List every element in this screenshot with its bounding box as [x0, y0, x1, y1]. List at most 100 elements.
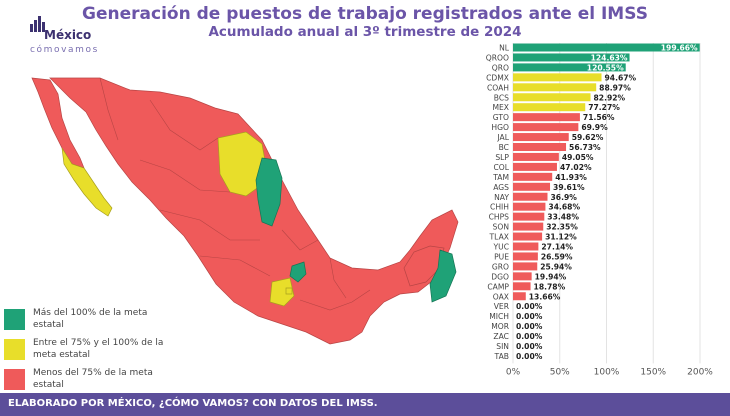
footer-source: ELABORADO POR MÉXICO, ¿CÓMO VAMOS? CON D…	[8, 398, 378, 409]
category-label: BCS	[494, 93, 509, 102]
bar	[513, 152, 559, 161]
bar	[513, 113, 580, 122]
legend-swatch	[4, 339, 25, 360]
data-label: 71.56%	[583, 113, 615, 122]
bar	[513, 182, 551, 191]
bar	[513, 292, 526, 301]
data-label: 0.00%	[516, 322, 543, 331]
bar	[513, 252, 538, 261]
logo-tagline: cómovamos	[30, 45, 99, 55]
map-region-estado-de-mexico	[269, 277, 295, 307]
data-label: 0.00%	[516, 312, 543, 321]
bar	[513, 272, 532, 281]
data-label: 199.66%	[661, 44, 698, 53]
data-label: 49.05%	[562, 153, 594, 162]
bar	[513, 242, 539, 251]
map-region-quintana-roo	[429, 249, 457, 303]
data-label: 47.02%	[560, 163, 592, 172]
bar	[513, 53, 630, 62]
data-label: 27.14%	[541, 243, 573, 252]
bar	[513, 232, 543, 241]
category-label: SON	[493, 223, 509, 232]
bar	[513, 123, 579, 132]
legend-swatch	[4, 309, 25, 330]
x-tick-label: 150%	[640, 367, 666, 377]
category-label: MOR	[491, 322, 510, 331]
legend-item: Más del 100% de la meta estatal	[4, 307, 174, 333]
category-label: CDMX	[486, 73, 509, 82]
category-label: TAB	[494, 352, 509, 361]
chart-subtitle: Acumulado anual al 3º trimestre de 2024	[208, 24, 522, 40]
map-region-baja-california-sur	[61, 147, 113, 217]
category-label: YUC	[493, 243, 510, 252]
legend-item: Menos del 75% de la meta estatal	[4, 367, 174, 393]
data-label: 0.00%	[516, 332, 543, 341]
category-label: GRO	[492, 262, 509, 271]
bar	[513, 103, 586, 112]
bar	[513, 202, 546, 211]
category-label: OAX	[493, 292, 509, 301]
logo-icon	[30, 16, 45, 32]
category-label: JAL	[496, 133, 509, 142]
data-label: 36.9%	[551, 193, 578, 202]
x-tick-label: 50%	[550, 367, 570, 377]
data-label: 0.00%	[516, 352, 543, 361]
category-label: NL	[499, 44, 510, 53]
data-label: 25.94%	[540, 262, 572, 271]
legend-item: Entre el 75% y el 100% de la meta estata…	[4, 337, 174, 363]
bar	[513, 83, 597, 92]
bar	[513, 43, 700, 52]
footer-bar: ELABORADO POR MÉXICO, ¿CÓMO VAMOS? CON D…	[0, 393, 730, 416]
chart-title: Generación de puestos de trabajo registr…	[82, 4, 648, 24]
legend-swatch	[4, 369, 25, 390]
category-label: PUE	[494, 252, 509, 261]
category-label: GTO	[493, 113, 509, 122]
x-tick-label: 200%	[687, 367, 713, 377]
map-region-mainland	[49, 77, 459, 345]
data-label: 26.59%	[541, 252, 573, 261]
category-label: BC	[499, 143, 509, 152]
category-label: MICH	[489, 312, 509, 321]
logo-brand: México	[44, 28, 92, 42]
bar	[513, 73, 602, 82]
x-tick-label: 0%	[506, 367, 521, 377]
data-label: 34.68%	[548, 203, 580, 212]
data-label: 0.00%	[516, 342, 543, 351]
data-label: 18.78%	[534, 282, 566, 291]
data-label: 82.92%	[594, 93, 626, 102]
bar	[513, 222, 544, 231]
map-legend: Más del 100% de la meta estatal Entre el…	[4, 307, 174, 397]
category-label: VER	[494, 302, 510, 311]
category-label: QRO	[492, 63, 509, 72]
bar	[513, 192, 548, 201]
data-label: 32.35%	[546, 223, 578, 232]
category-label: TAM	[492, 173, 509, 182]
data-label: 88.97%	[599, 83, 631, 92]
category-label: CAMP	[487, 282, 509, 291]
bar	[513, 172, 553, 181]
data-label: 13.66%	[529, 292, 561, 301]
data-label: 69.9%	[581, 123, 608, 132]
category-label: TLAX	[489, 233, 509, 242]
data-label: 39.61%	[553, 183, 585, 192]
data-label: 77.27%	[588, 103, 620, 112]
x-tick-label: 100%	[594, 367, 620, 377]
category-label: NAY	[494, 193, 509, 202]
data-label: 19.94%	[535, 272, 567, 281]
data-label: 56.73%	[569, 143, 601, 152]
mexico-map	[31, 77, 459, 345]
category-label: AGS	[493, 183, 509, 192]
legend-label: Más del 100% de la meta estatal	[33, 308, 148, 330]
data-label: 31.12%	[545, 233, 577, 242]
bar	[513, 212, 545, 221]
bar	[513, 262, 538, 271]
data-label: 41.93%	[555, 173, 587, 182]
data-label: 59.62%	[572, 133, 604, 142]
data-label: 120.55%	[587, 63, 624, 72]
bar-chart: 0% 50% 100% 150% 200% NL 199.66% QROO 124.63% QRO…	[486, 43, 713, 377]
category-label: CHPS	[489, 213, 510, 222]
data-label: 94.67%	[605, 73, 637, 82]
category-label: DGO	[491, 272, 509, 281]
logo: México cómovamos	[28, 14, 128, 58]
bar	[513, 133, 569, 142]
